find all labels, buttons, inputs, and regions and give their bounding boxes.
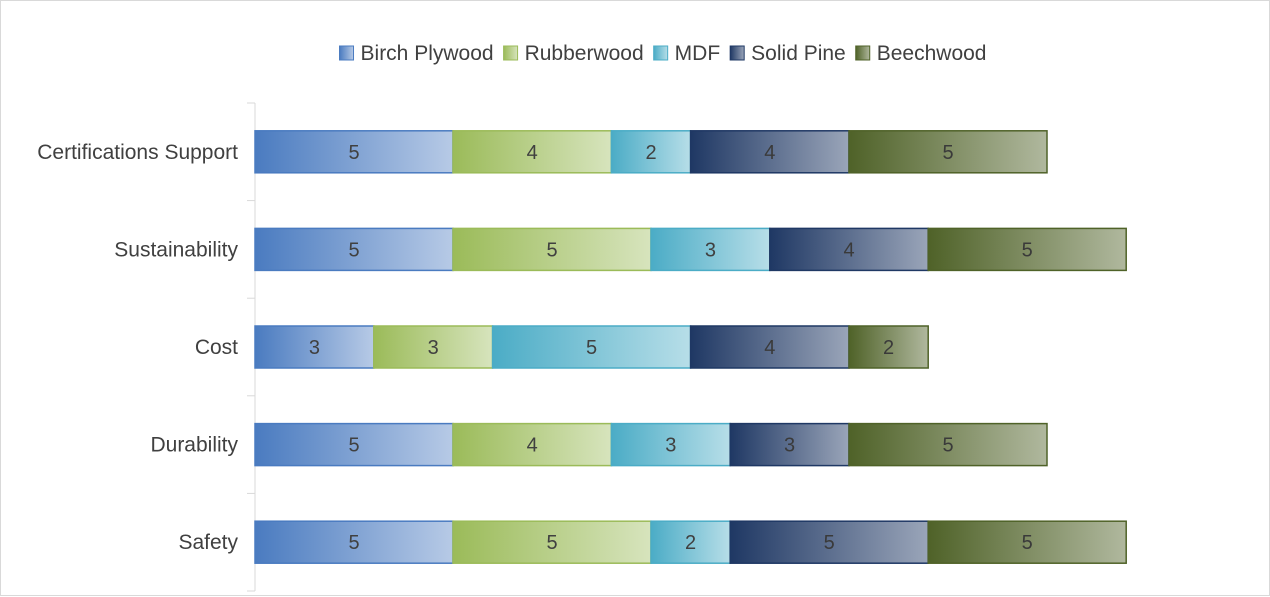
category-label-durability: Durability	[150, 434, 238, 457]
legend-swatch-rubberwood	[503, 45, 519, 61]
legend-item-beechwood[interactable]: Beechwood	[855, 42, 987, 65]
data-label: 2	[685, 532, 696, 554]
legend-label: Rubberwood	[525, 42, 644, 65]
data-label: 5	[546, 239, 557, 261]
data-label: 3	[428, 337, 439, 359]
data-label: 3	[705, 239, 716, 261]
data-label: 3	[309, 337, 320, 359]
legend-item-birch-plywood[interactable]: Birch Plywood	[339, 42, 494, 65]
bar-solid-pine-safety[interactable]	[729, 520, 929, 564]
bar-row-cost: 3 3 5 4 2	[254, 325, 929, 369]
category-label-cost: Cost	[195, 336, 238, 359]
data-label: 4	[527, 435, 538, 457]
bar-birch-plywood-certifications-support[interactable]	[254, 130, 454, 174]
data-label: 5	[546, 532, 557, 554]
legend-label: Birch Plywood	[361, 42, 494, 65]
data-label: 5	[824, 532, 835, 554]
bar-beechwood-safety[interactable]	[927, 520, 1127, 564]
bar-birch-plywood-safety[interactable]	[254, 520, 454, 564]
data-label: 5	[348, 435, 359, 457]
legend-item-rubberwood[interactable]: Rubberwood	[503, 42, 644, 65]
bar-beechwood-durability[interactable]	[848, 422, 1048, 467]
category-label-certifications-support: Certifications Support	[37, 141, 238, 164]
category-label-safety: Safety	[178, 531, 238, 554]
bar-birch-plywood-sustainability[interactable]	[254, 227, 454, 272]
legend-swatch-mdf	[653, 45, 669, 61]
bar-row-durability: 5 4 3 3 5	[254, 422, 1048, 467]
data-label: 5	[1022, 532, 1033, 554]
data-label: 4	[764, 337, 775, 359]
legend-item-mdf[interactable]: MDF	[653, 42, 721, 65]
data-label: 3	[784, 435, 795, 457]
bar-solid-pine-sustainability[interactable]	[769, 227, 929, 272]
legend-swatch-birch-plywood	[339, 45, 355, 61]
bar-beechwood-certifications-support[interactable]	[848, 130, 1048, 174]
legend-label: Solid Pine	[751, 42, 846, 65]
legend-item-solid-pine[interactable]: Solid Pine	[729, 42, 846, 65]
bar-beechwood-cost[interactable]	[848, 325, 929, 369]
data-label: 2	[883, 337, 894, 359]
bar-row-sustainability: 5 5 3 4 5	[254, 227, 1127, 272]
data-label: 3	[665, 435, 676, 457]
data-label: 5	[348, 142, 359, 164]
bar-solid-pine-cost[interactable]	[689, 325, 850, 369]
legend-swatch-solid-pine	[729, 45, 745, 61]
bar-rubberwood-safety[interactable]	[452, 520, 652, 564]
legend-label: MDF	[675, 42, 721, 65]
bar-mdf-safety[interactable]	[650, 520, 731, 564]
bar-mdf-certifications-support[interactable]	[610, 130, 692, 174]
category-axis: Certifications Support Sustainability Cost…	[37, 102, 256, 592]
bar-birch-plywood-durability[interactable]	[254, 422, 454, 467]
bar-rubberwood-certifications-support[interactable]	[452, 130, 613, 174]
bar-solid-pine-durability[interactable]	[729, 422, 850, 467]
data-label: 5	[1022, 239, 1033, 261]
legend: Birch Plywood Rubberwood MDF Solid Pine Beec…	[339, 42, 987, 65]
data-label: 2	[645, 142, 656, 164]
data-label: 5	[586, 337, 597, 359]
bar-row-safety: 5 5 2 5 5	[254, 520, 1127, 564]
category-label-sustainability: Sustainability	[114, 238, 238, 261]
plot-area: 5 4 2 4 5 5 5 3 4 5 3 3 5 4 2 5 4 3 3 5 5 5 2 5 5	[254, 130, 1127, 564]
data-label: 4	[843, 239, 854, 261]
data-label: 5	[348, 532, 359, 554]
bar-solid-pine-certifications-support[interactable]	[689, 130, 850, 174]
bar-mdf-cost[interactable]	[491, 325, 692, 369]
data-label: 5	[942, 435, 953, 457]
bar-birch-plywood-cost[interactable]	[254, 325, 375, 369]
data-label: 5	[348, 239, 359, 261]
data-label: 4	[764, 142, 775, 164]
bar-row-certifications-support: 5 4 2 4 5	[254, 130, 1048, 174]
legend-label: Beechwood	[877, 42, 987, 65]
data-label: 4	[527, 142, 538, 164]
data-label: 5	[942, 142, 953, 164]
bar-beechwood-sustainability[interactable]	[927, 227, 1127, 272]
legend-swatch-beechwood	[855, 45, 871, 61]
bar-rubberwood-durability[interactable]	[452, 422, 613, 467]
